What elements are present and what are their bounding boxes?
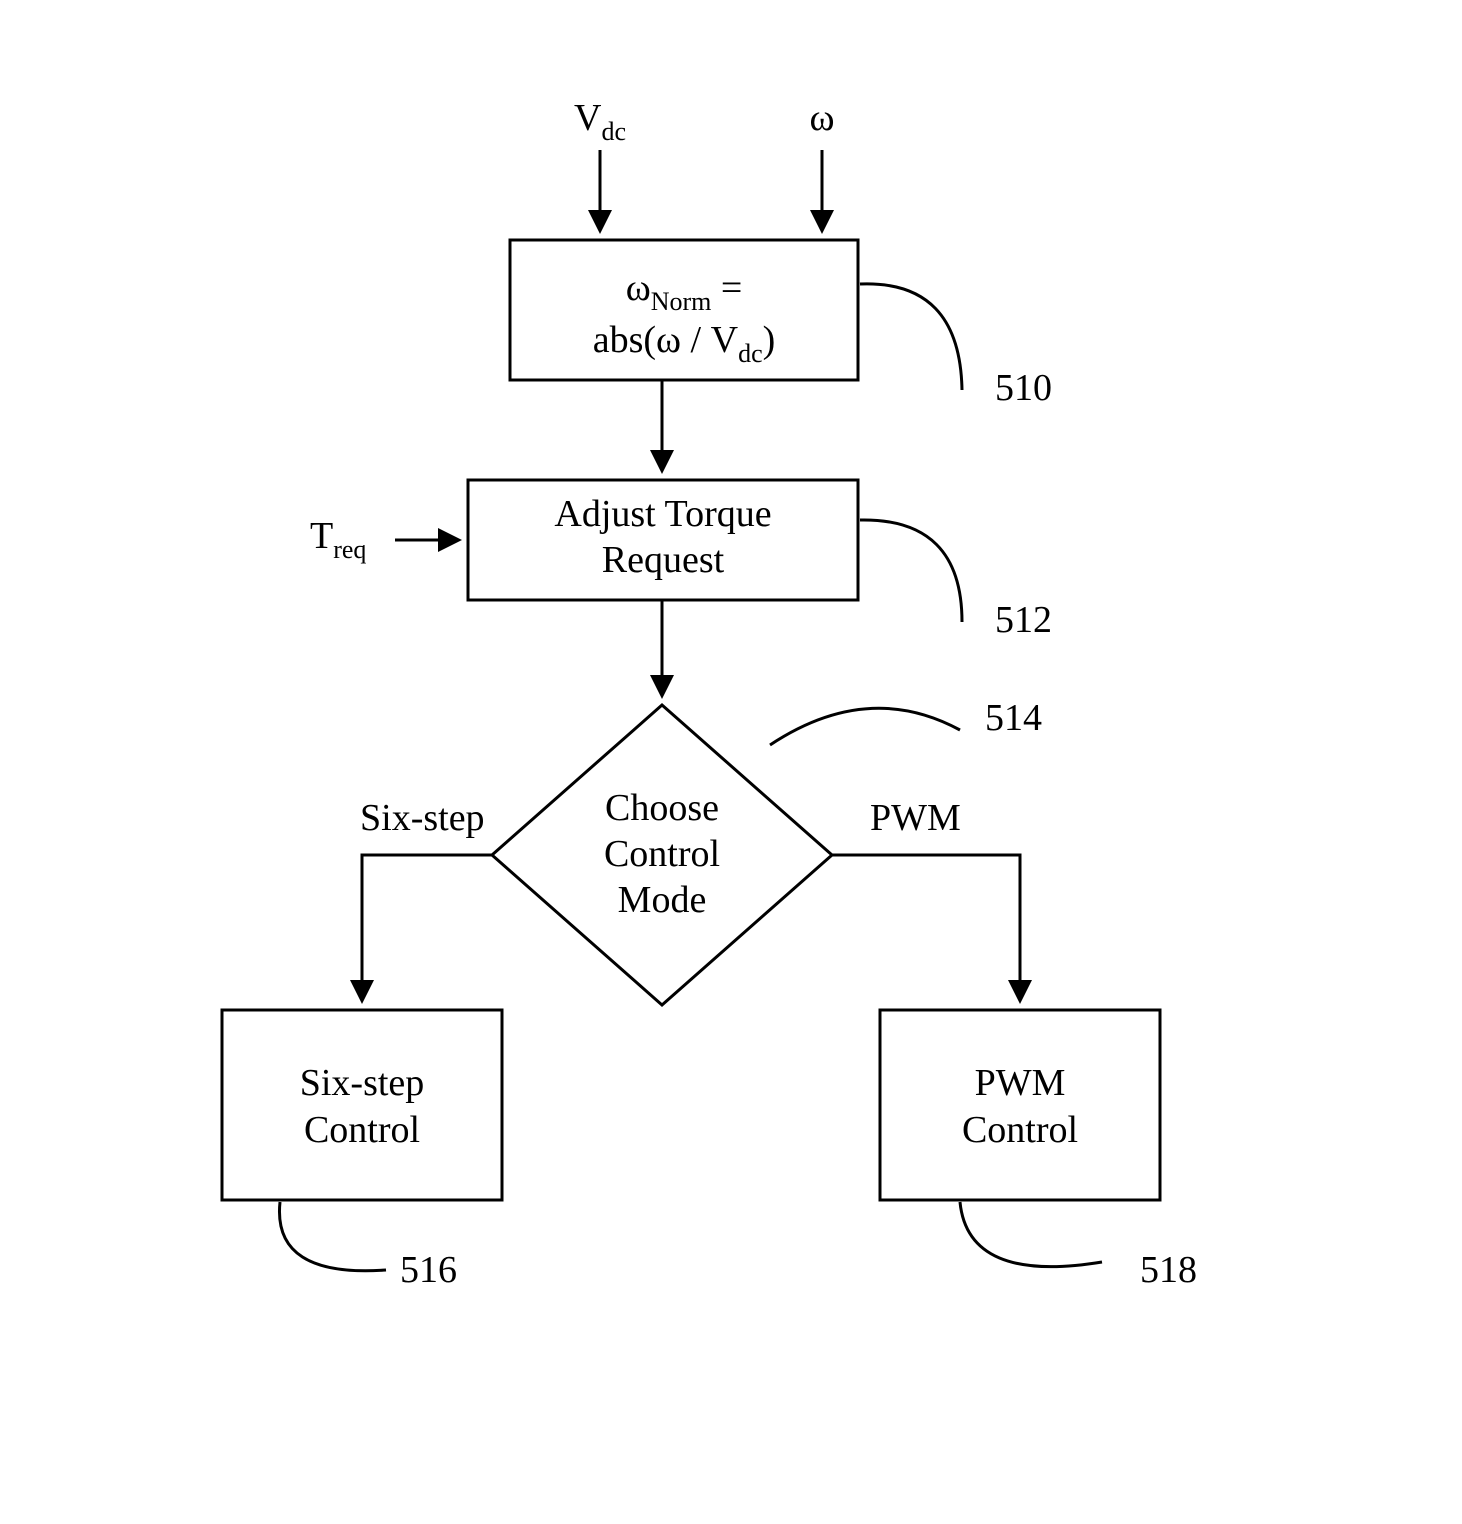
arrow-decision-to-pwm <box>832 855 1020 998</box>
node-pwm <box>880 1010 1160 1200</box>
ref-decision: 514 <box>985 697 1042 739</box>
node-pwm-line2: Control <box>962 1109 1078 1151</box>
input-omega-label: ω <box>809 97 834 139</box>
node-decision-line2: Control <box>604 833 720 875</box>
node-sixstep-line2: Control <box>304 1109 420 1151</box>
callout-decision <box>770 708 960 745</box>
node-sixstep <box>222 1010 502 1200</box>
input-treq-label: Treq <box>310 515 366 564</box>
node-pwm-line1: PWM <box>975 1062 1066 1104</box>
input-vdc-label: Vdc <box>574 97 626 146</box>
node-decision-line3: Mode <box>618 879 707 921</box>
callout-pwm <box>960 1202 1102 1267</box>
ref-pwm: 518 <box>1140 1249 1197 1291</box>
node-adjust-line2: Request <box>602 539 725 581</box>
node-adjust-line1: Adjust Torque <box>554 493 771 535</box>
arrow-decision-to-sixstep <box>362 855 492 998</box>
callout-norm <box>860 284 962 390</box>
ref-sixstep: 516 <box>400 1249 457 1291</box>
callout-adjust <box>860 520 962 622</box>
ref-norm: 510 <box>995 367 1052 409</box>
ref-adjust: 512 <box>995 599 1052 641</box>
decision-right-label: PWM <box>870 797 961 839</box>
callout-sixstep <box>279 1202 386 1271</box>
node-decision-line1: Choose <box>605 787 719 829</box>
node-sixstep-line1: Six-step <box>300 1062 425 1104</box>
decision-left-label: Six-step <box>360 797 485 839</box>
